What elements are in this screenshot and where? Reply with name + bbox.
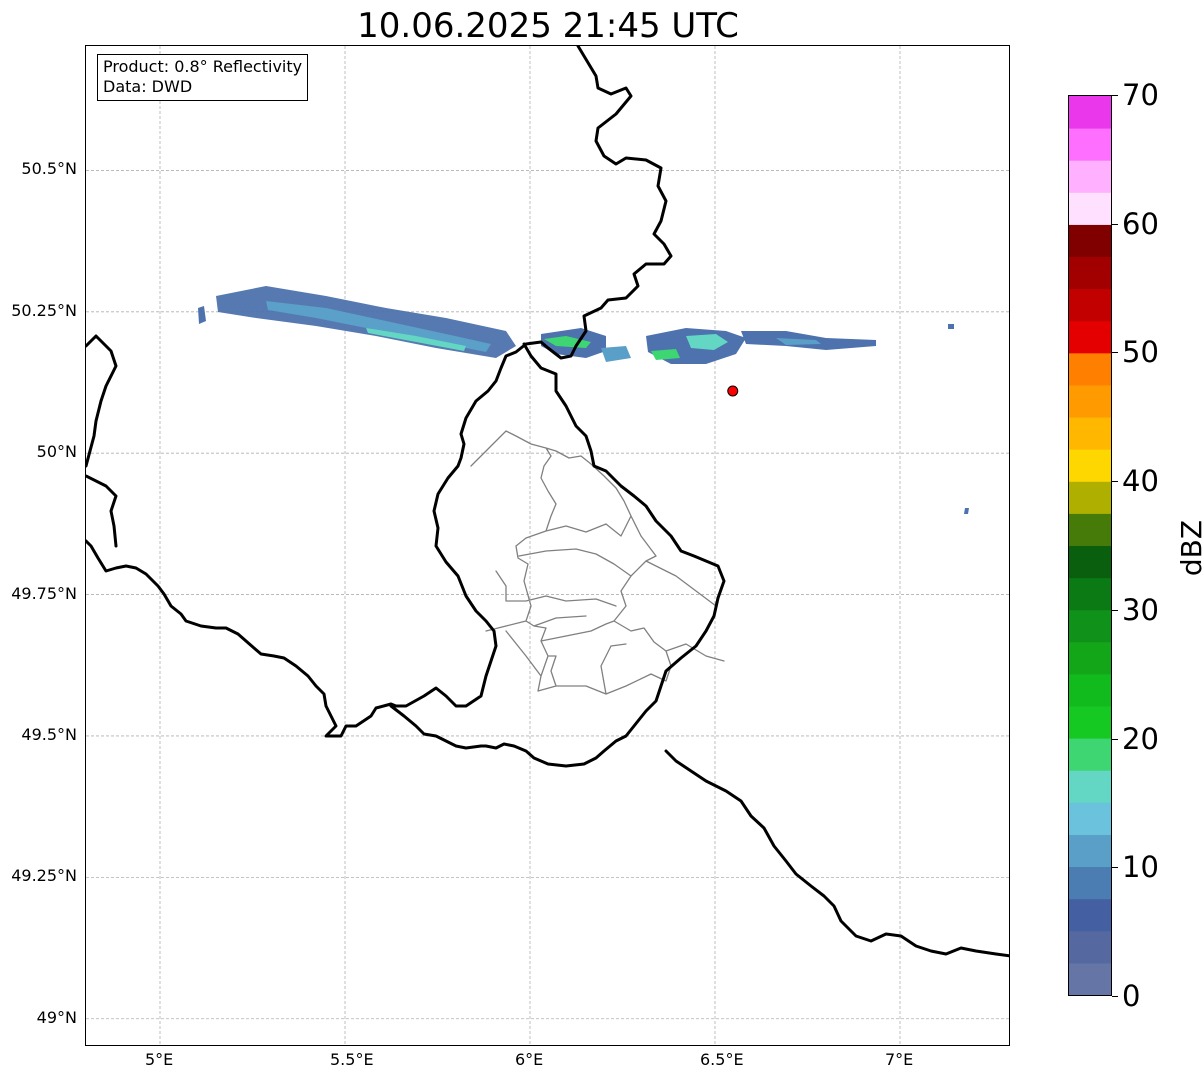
colorbar-tick-label: 0 xyxy=(1122,979,1141,1013)
lat-tick-label: 49.75°N xyxy=(11,583,77,603)
lon-tick-label: 7°E xyxy=(885,1050,914,1069)
colorbar-tick xyxy=(1112,352,1118,353)
colorbar-swatch xyxy=(1069,545,1111,579)
colorbar-tick-label: 20 xyxy=(1122,722,1159,756)
colorbar-tick xyxy=(1112,224,1118,225)
colorbar-tick xyxy=(1112,610,1118,611)
echo-core-mid xyxy=(544,336,591,348)
colorbar-swatch xyxy=(1069,128,1111,161)
radar-map xyxy=(85,45,1010,1046)
colorbar-swatch xyxy=(1069,481,1111,514)
colorbar-tick xyxy=(1112,95,1118,96)
colorbar-swatch xyxy=(1069,641,1111,675)
colorbar-unit-label: dBZ xyxy=(1175,519,1202,577)
echo-fleck-south-east xyxy=(964,508,969,514)
colorbar-swatch xyxy=(1069,866,1111,900)
data-source-label: Data: DWD xyxy=(103,77,193,96)
colorbar-tick xyxy=(1112,867,1118,868)
lat-tick-label: 49.5°N xyxy=(21,724,77,744)
colorbar-tick xyxy=(1112,739,1118,740)
colorbar-swatch xyxy=(1069,770,1111,803)
echo-core-west-2 xyxy=(366,328,466,351)
colorbar-swatch xyxy=(1069,192,1111,225)
colorbar-swatch xyxy=(1069,256,1111,290)
colorbar-swatches xyxy=(1069,96,1111,995)
colorbar-tick-label: 50 xyxy=(1122,335,1159,369)
colorbar-swatch xyxy=(1069,417,1111,450)
colorbar-swatch xyxy=(1069,320,1111,354)
map-canvas xyxy=(86,46,1009,1045)
colorbar-swatch xyxy=(1069,802,1111,835)
lon-tick-label: 5.5°E xyxy=(330,1050,374,1069)
lat-tick-label: 49°N xyxy=(36,1007,77,1027)
district-boundaries xyxy=(470,430,725,695)
colorbar-tick-label: 10 xyxy=(1122,850,1159,884)
colorbar-swatch xyxy=(1069,577,1111,611)
echo-core-east-2 xyxy=(651,349,680,360)
colorbar-swatch xyxy=(1069,738,1111,771)
echo-fleck-west xyxy=(198,306,206,324)
radar-site-marker xyxy=(727,385,739,397)
colorbar-swatch xyxy=(1069,834,1111,868)
lat-tick-label: 49.25°N xyxy=(11,866,77,886)
colorbar-tick-label: 40 xyxy=(1122,464,1159,498)
colorbar-tick xyxy=(1112,481,1118,482)
lon-tick-label: 6.5°E xyxy=(700,1050,744,1069)
lon-tick-label: 6°E xyxy=(515,1050,544,1069)
colorbar-swatch xyxy=(1069,930,1111,964)
colorbar-swatch xyxy=(1069,706,1111,739)
colorbar-swatch xyxy=(1069,352,1111,386)
product-label: Product: 0.8° Reflectivity xyxy=(103,57,303,76)
colorbar-swatch xyxy=(1069,962,1111,995)
colorbar-swatch xyxy=(1069,224,1111,258)
colorbar-swatch xyxy=(1069,673,1111,707)
radar-echoes xyxy=(198,286,969,514)
colorbar-swatch xyxy=(1069,449,1111,482)
echo-fleck-far-east xyxy=(948,324,954,329)
lat-tick-label: 50.25°N xyxy=(11,300,77,320)
product-info-box: Product: 0.8° Reflectivity Data: DWD xyxy=(97,54,309,101)
colorbar-tick-label: 30 xyxy=(1122,593,1159,627)
map-title: 10.06.2025 21:45 UTC xyxy=(357,6,739,46)
echo-core-far-east xyxy=(776,338,821,345)
country-borders xyxy=(86,46,1009,958)
colorbar-swatch xyxy=(1069,513,1111,546)
colorbar-swatch xyxy=(1069,288,1111,322)
colorbar-tick-label: 60 xyxy=(1122,207,1159,241)
lon-tick-label: 5°E xyxy=(145,1050,174,1069)
graticule xyxy=(86,46,1009,1045)
echo-core-east xyxy=(686,334,728,350)
colorbar-tick xyxy=(1112,996,1118,997)
colorbar-swatch xyxy=(1069,160,1111,193)
colorbar-swatch xyxy=(1069,609,1111,643)
lat-tick-label: 50.5°N xyxy=(21,159,77,179)
colorbar-swatch xyxy=(1069,898,1111,932)
colorbar-swatch xyxy=(1069,384,1111,418)
colorbar-tick-label: 70 xyxy=(1122,78,1159,112)
echo-core-west xyxy=(266,301,491,352)
lat-tick-label: 50°N xyxy=(36,442,77,462)
colorbar xyxy=(1068,95,1112,996)
colorbar-swatch xyxy=(1069,96,1111,129)
echo-patch-mid xyxy=(601,346,631,362)
